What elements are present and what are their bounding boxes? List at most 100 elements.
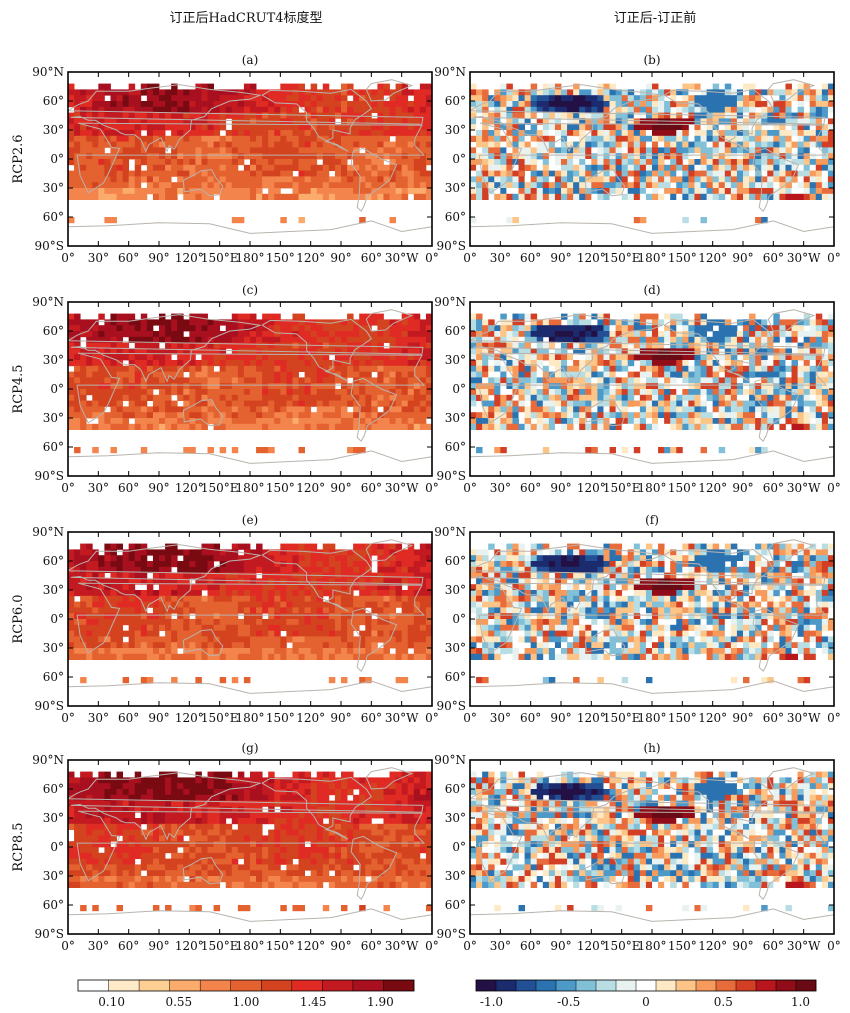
grid-cell [347, 319, 354, 326]
x-tick-label: 0° [827, 481, 841, 495]
grid-cell [74, 423, 81, 430]
grid-cell [371, 336, 378, 343]
grid-cell [116, 423, 123, 430]
grid-cell [280, 365, 287, 372]
grid-cell [80, 365, 87, 372]
grid-cell [383, 182, 390, 189]
grid-cell [395, 423, 403, 430]
grid-cell [676, 365, 683, 372]
grid-cell [797, 354, 805, 361]
grid-cell [736, 164, 744, 171]
grid-cell [530, 389, 538, 396]
grid-cell [779, 159, 786, 166]
grid-cell [213, 400, 221, 407]
grid-cell [670, 389, 677, 396]
grid-cell [712, 159, 720, 166]
grid-cell [724, 159, 732, 166]
grid-cell [341, 124, 348, 131]
grid-cell [347, 423, 354, 430]
grid-cell [561, 331, 568, 338]
grid-cell [518, 313, 525, 320]
grid-cell [706, 188, 714, 195]
grid-cell [359, 170, 366, 177]
grid-cell [554, 389, 562, 396]
grid-cell [213, 188, 221, 195]
grid-cell [219, 141, 227, 148]
grid-cell [518, 348, 525, 355]
grid-cell [98, 406, 105, 413]
grid-cell [488, 118, 495, 125]
grid-cell [597, 153, 604, 160]
grid-cell [730, 193, 738, 200]
grid-cell [809, 354, 817, 361]
grid-cell [542, 101, 550, 108]
grid-cell [688, 319, 695, 326]
grid-cell [250, 377, 257, 384]
grid-cell [68, 101, 75, 108]
grid-cell [773, 89, 780, 96]
grid-cell [292, 313, 299, 320]
grid-cell [785, 360, 792, 367]
grid-cell [603, 130, 610, 137]
y-tick-label: 90°S [35, 239, 65, 253]
grid-cell [128, 619, 136, 626]
grid-cell [74, 170, 81, 177]
grid-cell [80, 141, 87, 148]
grid-cell [512, 331, 519, 338]
grid-cell [658, 164, 665, 171]
grid-cell [401, 423, 409, 430]
grid-cell [615, 153, 623, 160]
grid-cell [585, 319, 592, 326]
grid-cell [518, 188, 525, 195]
grid-cell [159, 412, 166, 419]
grid-cell [803, 365, 811, 372]
grid-cell [425, 153, 432, 160]
grid-cell [237, 106, 245, 113]
grid-cell [670, 319, 677, 326]
grid-cell [152, 176, 160, 183]
grid-cell [365, 394, 372, 401]
grid-cell [652, 319, 659, 326]
grid-cell [633, 101, 641, 108]
grid-cell [664, 342, 671, 349]
grid-cell [328, 193, 336, 200]
grid-cell [779, 412, 786, 419]
grid-cell [694, 159, 701, 166]
map-cells [68, 72, 432, 246]
grid-cell [383, 188, 390, 195]
grid-cell [694, 365, 701, 372]
grid-cell [621, 124, 629, 131]
grid-cell [512, 193, 519, 200]
grid-cell [304, 412, 312, 419]
grid-cell [603, 83, 610, 90]
grid-cell [395, 383, 403, 390]
grid-cell [548, 170, 556, 177]
grid-cell [506, 365, 513, 372]
grid-cell [140, 412, 148, 419]
grid-cell [407, 141, 415, 148]
grid-cell [724, 170, 732, 177]
grid-cell [591, 336, 598, 343]
grid-cell [413, 377, 421, 384]
grid-cell [470, 112, 477, 119]
grid-cell [797, 118, 805, 125]
grid-cell [189, 101, 196, 108]
grid-cell [627, 95, 635, 102]
grid-cell [237, 135, 245, 142]
grid-cell [371, 176, 378, 183]
grid-cell [274, 313, 281, 320]
grid-cell [140, 112, 148, 119]
grid-cell [171, 342, 178, 349]
grid-cell [377, 325, 384, 332]
grid-cell [110, 642, 117, 649]
grid-cell [256, 147, 263, 154]
grid-cell [134, 182, 142, 189]
grid-cell [694, 176, 701, 183]
grid-cell [377, 182, 384, 189]
grid-cell [68, 389, 75, 396]
grid-cell [116, 342, 123, 349]
grid-cell [201, 141, 208, 148]
grid-cell [274, 371, 281, 378]
grid-cell [152, 101, 160, 108]
grid-cell [250, 394, 257, 401]
